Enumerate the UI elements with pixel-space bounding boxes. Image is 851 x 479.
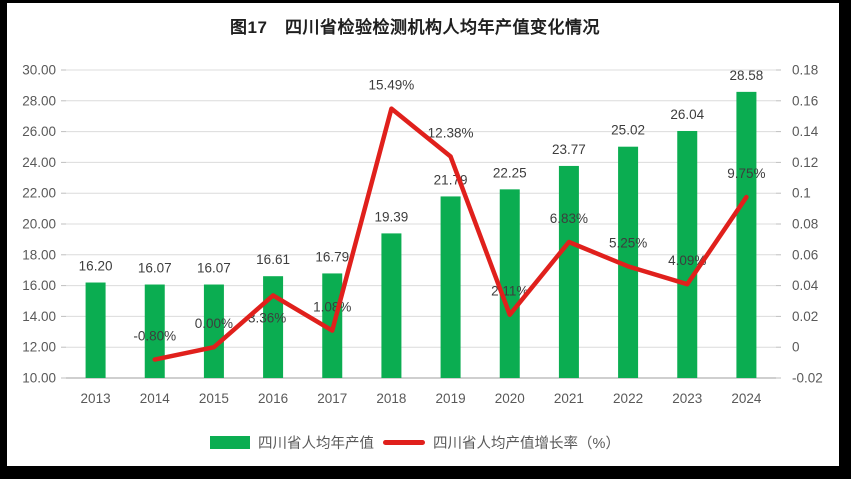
left-axis-tick-label: 30.00: [22, 63, 56, 78]
line-value-label: 6.83%: [550, 211, 588, 226]
right-axis-tick-label: 0.08: [792, 217, 818, 232]
x-axis-label: 2014: [140, 391, 171, 406]
bar-value-label: 16.07: [197, 261, 231, 276]
bar: [618, 146, 639, 378]
right-axis-tick-label: 0.16: [792, 93, 818, 108]
left-axis-tick-label: 18.00: [22, 247, 56, 262]
right-axis-tick-label: 0.02: [792, 309, 818, 324]
chart-title: 图17 四川省检验检测机构人均年产值变化情况: [230, 18, 600, 37]
line-value-label: 1.08%: [313, 300, 351, 315]
x-axis-label: 2019: [436, 391, 466, 406]
bar: [144, 284, 165, 378]
line-value-label: 12.38%: [428, 126, 474, 141]
bar: [499, 189, 520, 378]
right-axis-tick-label: 0.18: [792, 63, 818, 78]
line-series-swatch-icon: [383, 439, 426, 445]
line-value-label: 0.00%: [195, 316, 233, 331]
left-axis-tick-label: 22.00: [22, 186, 56, 201]
x-axis-label: 2023: [672, 391, 702, 406]
bar: [736, 91, 757, 379]
legend-label-bar-series: 四川省人均年产值: [258, 435, 375, 452]
right-axis-tick-label: 0.1: [792, 186, 811, 201]
legend-item-bar-series: 四川省人均年产值: [210, 432, 374, 453]
x-axis-label: 2018: [376, 391, 406, 406]
bar-value-label: 22.25: [493, 165, 527, 180]
right-axis-tick-label: 0.12: [792, 155, 818, 170]
left-axis-tick-label: 26.00: [22, 124, 56, 139]
bar: [558, 165, 579, 378]
legend-item-line-series: 四川省人均产值增长率（%）: [383, 432, 620, 453]
left-axis-tick-label: 16.00: [22, 278, 56, 293]
x-axis-label: 2013: [81, 391, 111, 406]
right-axis-tick-label: -0.02: [792, 371, 823, 386]
line-value-label: 9.75%: [727, 166, 765, 181]
left-axis-tick-label: 24.00: [22, 155, 56, 170]
line-value-label: 4.09%: [668, 253, 706, 268]
right-axis-tick-label: 0.04: [792, 278, 819, 293]
frame-border-right: [839, 0, 851, 479]
legend-label-line-series: 四川省人均产值增长率（%）: [433, 435, 620, 452]
bar: [85, 282, 106, 378]
bar-value-label: 16.79: [315, 249, 349, 264]
bar-value-label: 25.02: [611, 123, 645, 138]
frame-border-top: [0, 0, 851, 3]
bar-series-swatch-icon: [210, 435, 251, 449]
x-axis-label: 2020: [495, 391, 525, 406]
line-value-label: 15.49%: [369, 78, 415, 93]
x-axis-label: 2022: [613, 391, 643, 406]
x-axis-label: 2024: [731, 391, 762, 406]
left-axis-tick-label: 28.00: [22, 93, 56, 108]
line-value-label: 5.25%: [609, 235, 647, 250]
frame-border-bottom: [0, 466, 851, 479]
bar: [440, 196, 461, 378]
frame-border-left: [0, 0, 7, 479]
growth-rate-line: [152, 106, 749, 362]
x-axis-label: 2015: [199, 391, 229, 406]
bar-value-label: 16.20: [79, 259, 113, 274]
left-axis-tick-label: 10.00: [22, 371, 56, 386]
left-axis-tick-label: 20.00: [22, 217, 56, 232]
x-axis-label: 2016: [258, 391, 288, 406]
bar: [263, 276, 284, 378]
line-value-label: 3.36%: [248, 310, 286, 325]
bar: [381, 233, 402, 378]
right-axis-tick-label: 0.14: [792, 124, 819, 139]
bar-value-label: 26.04: [670, 107, 704, 122]
right-axis-tick-label: 0: [792, 340, 800, 355]
bar: [677, 130, 698, 378]
bar: [203, 284, 224, 378]
bar-value-label: 28.58: [730, 68, 764, 83]
left-axis-tick-label: 12.00: [22, 340, 56, 355]
right-axis-tick-label: 0.06: [792, 247, 818, 262]
bar-value-label: 16.07: [138, 261, 172, 276]
line-value-label: -0.80%: [133, 329, 176, 344]
x-axis-label: 2017: [317, 391, 347, 406]
x-axis-label: 2021: [554, 391, 584, 406]
bar-value-label: 19.39: [375, 209, 409, 224]
bar-value-label: 16.61: [256, 252, 290, 267]
left-axis-tick-label: 14.00: [22, 309, 56, 324]
bar-value-label: 23.77: [552, 142, 586, 157]
legend: 四川省人均年产值 四川省人均产值增长率（%）: [0, 430, 830, 454]
